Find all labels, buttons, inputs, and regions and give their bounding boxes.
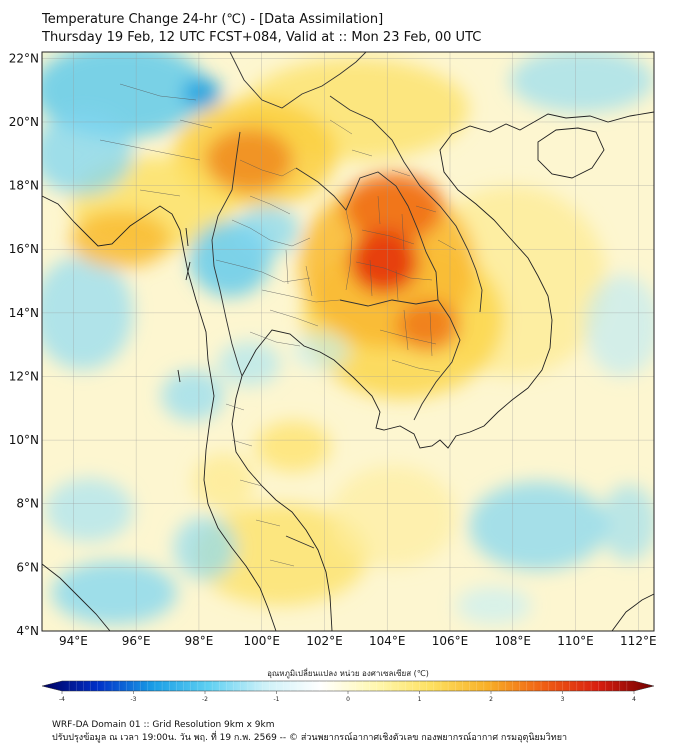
lon-tick-label: 106°E	[432, 634, 469, 648]
lon-tick-label: 112°E	[620, 634, 657, 648]
field-anomaly-24	[192, 452, 256, 511]
footer-model-info: WRF-DA Domain 01 :: Grid Resolution 9km …	[52, 720, 275, 730]
colorbar: อุณหภูมิเปลี่ยนแปลง หน่วย องศาเซลเซียส (…	[41, 667, 655, 703]
lat-tick-label: 20°N	[9, 115, 39, 129]
border-cambodia-vietnam	[413, 299, 461, 421]
border-thailand-malaysia	[285, 535, 315, 549]
province-borders	[99, 83, 457, 567]
coastline-hainan	[537, 127, 605, 179]
province-lines-cambodia	[379, 309, 441, 373]
lat-tick-label: 8°N	[16, 497, 39, 511]
lat-tick-label: 18°N	[9, 179, 39, 193]
field-anomaly-17	[70, 211, 171, 269]
field-anomaly-8	[330, 465, 457, 568]
colorbar-tick-label: 2	[489, 696, 493, 703]
coastline-sumatra	[42, 563, 111, 631]
province-lines-laos	[329, 119, 457, 251]
lat-tick-label: 22°N	[9, 51, 39, 65]
lon-tick-label: 100°E	[243, 634, 280, 648]
colorbar-tick-label: 3	[561, 696, 565, 703]
lon-tick-label: 110°E	[557, 634, 594, 648]
lon-tick-label: 108°E	[495, 634, 532, 648]
map-subtitle: Thursday 19 Feb, 12 UTC FCST+084, Valid …	[42, 30, 482, 45]
colorbar-tick-label: -3	[131, 696, 137, 703]
field-anomaly-30	[293, 331, 350, 371]
border-myanmar-thailand	[211, 131, 243, 377]
lat-tick-label: 10°N	[9, 433, 39, 447]
lat-tick-label: 14°N	[9, 306, 39, 320]
lon-tick-label: 102°E	[306, 634, 343, 648]
field-anomaly-12	[42, 112, 134, 196]
lat-tick-label: 12°N	[9, 369, 39, 383]
field-anomaly-27	[161, 370, 225, 422]
field-anomaly-18	[205, 128, 294, 192]
lat-tick-label: 4°N	[16, 624, 39, 638]
border-thailand-cambodia	[339, 299, 439, 307]
coastline-gulf-of-thailand	[241, 111, 654, 449]
field-anomaly-19	[45, 478, 134, 542]
province-lines-central	[249, 249, 341, 347]
field-anomaly-31	[183, 77, 221, 110]
coastlines	[42, 111, 654, 631]
field-anomaly-11	[509, 52, 654, 113]
field-anomaly-21	[600, 484, 654, 561]
colorbar-tick-label: 0	[346, 696, 350, 703]
colorbar-tick-label: -4	[59, 696, 65, 703]
lat-tick-label: 6°N	[16, 560, 39, 574]
field-anomaly-23	[255, 421, 331, 472]
map-title: Temperature Change 24-hr (℃) - [Data Ass…	[42, 12, 384, 27]
lat-tick-label: 16°N	[9, 242, 39, 256]
province-lines-north	[215, 159, 311, 283]
province-lines-south	[225, 403, 295, 567]
plot-area	[42, 52, 654, 631]
country-borders	[211, 52, 483, 549]
lon-tick-label: 96°E	[122, 634, 151, 648]
province-lines-myanmar	[99, 83, 213, 197]
plot-frame	[41, 51, 655, 632]
lon-tick-label: 104°E	[369, 634, 406, 648]
coastline-mainland-west	[42, 195, 277, 631]
colorbar-title: อุณหภูมิเปลี่ยนแปลง หน่วย องศาเซลเซียส (…	[267, 667, 429, 679]
coastline-andaman	[177, 227, 191, 383]
border-laos-vietnam	[329, 95, 483, 313]
border-thailand-laos	[295, 167, 439, 301]
lon-tick-label: 94°E	[59, 634, 88, 648]
field-anomaly-22	[173, 516, 237, 581]
longitude-labels: 94°E 96°E 98°E 100°E 102°E 104°E 106°E 108°E 110…	[59, 634, 657, 648]
border-china-north	[229, 52, 367, 109]
lon-tick-label: 98°E	[184, 634, 213, 648]
field-anomaly-26	[236, 204, 300, 256]
coastline-borneo	[611, 593, 654, 631]
colorbar-tick-label: -2	[202, 696, 208, 703]
latitude-labels: 22°N 20°N 18°N 16°N 14°N 12°N 10°N 8°N 6°N 4°N	[9, 51, 39, 638]
field-anomaly-28	[456, 586, 532, 625]
field-anomaly-29	[217, 341, 281, 387]
colorbar-tick-label: 4	[632, 696, 636, 703]
field-anomaly-15	[343, 172, 444, 243]
colorbar-tick-label: 1	[418, 696, 422, 703]
field-anomaly-14	[584, 274, 654, 377]
field-anomaly-20	[349, 230, 419, 294]
graticule	[42, 52, 654, 631]
coastline-peninsula-east	[231, 375, 333, 631]
province-lines-northeast	[345, 195, 433, 301]
colorbar-ticks: -4 -3 -2 -1 0 1 2 3 4	[59, 691, 636, 703]
footer-credit: ปรับปรุงข้อมูล ณ เวลา 19:00น. วัน พฤ. ที…	[52, 733, 568, 743]
colorbar-segments	[68, 681, 628, 691]
colorbar-tick-label: -1	[274, 696, 280, 703]
field-anomaly-9	[468, 481, 607, 571]
field-anomaly-13	[51, 561, 177, 625]
